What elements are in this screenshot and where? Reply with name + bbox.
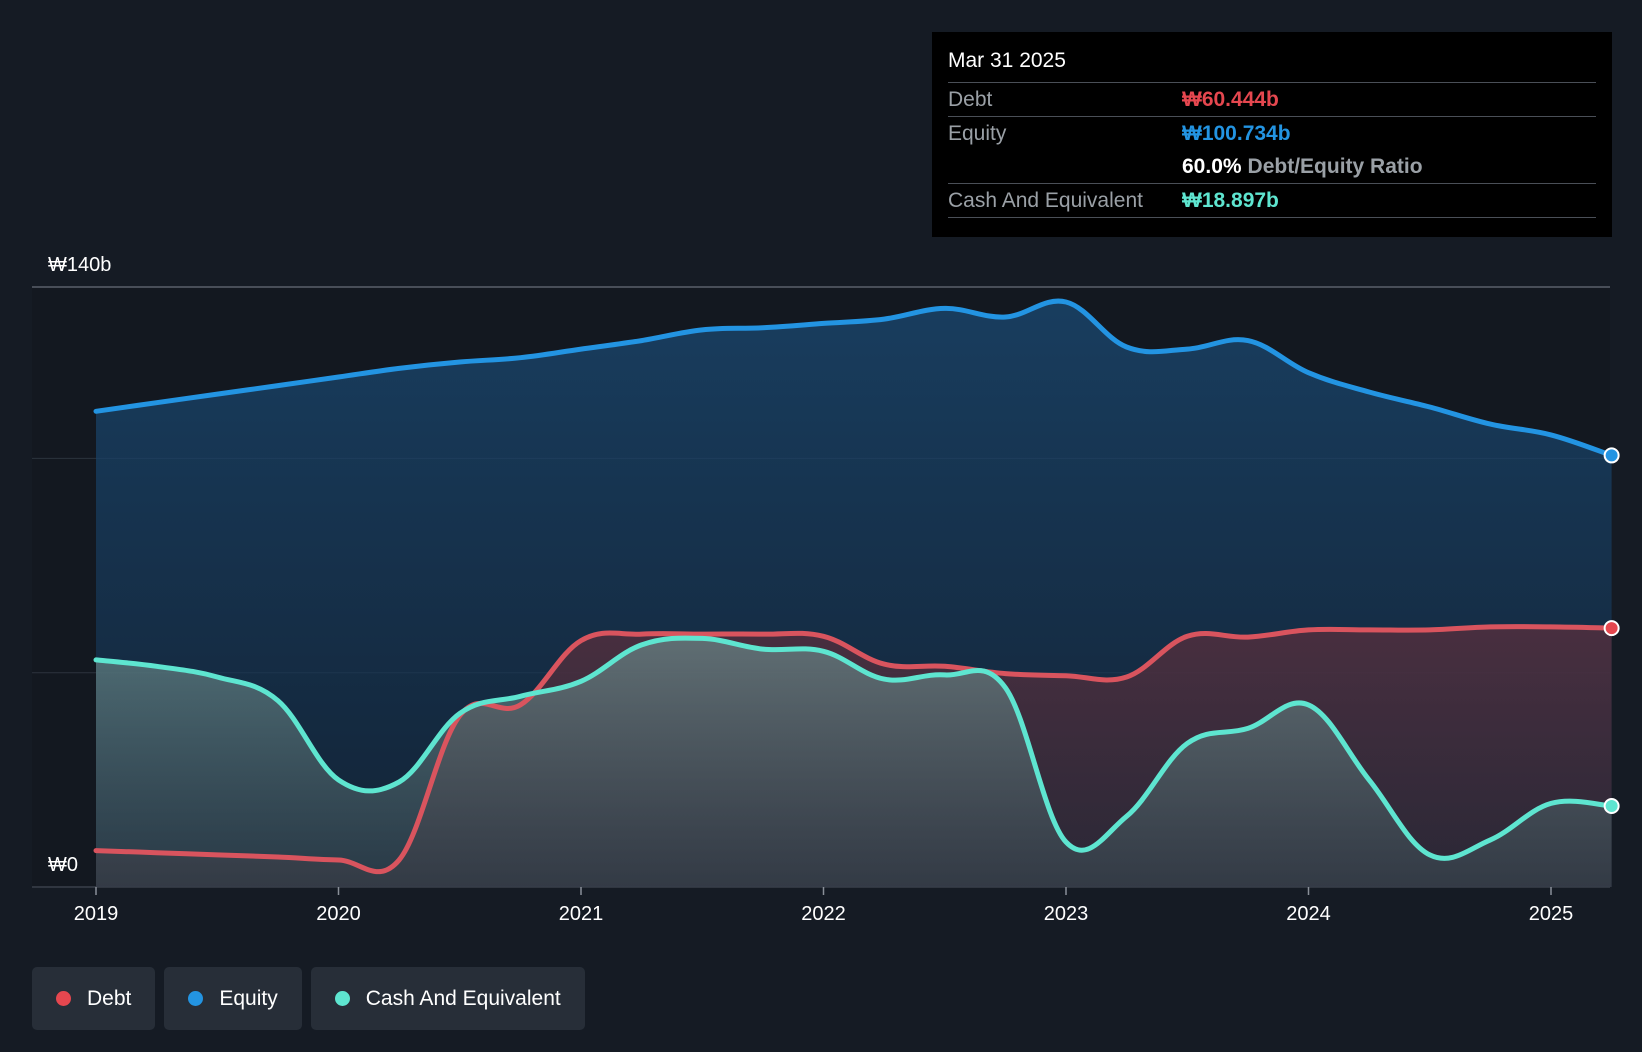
y-tick-label: ₩140b bbox=[48, 254, 111, 276]
dot-icon bbox=[56, 991, 71, 1006]
x-tick-label: 2019 bbox=[74, 903, 119, 925]
dot-icon bbox=[188, 991, 204, 1006]
area-cash bbox=[96, 638, 1612, 887]
tooltip-date: Mar 31 2025 bbox=[948, 49, 1066, 72]
tooltip-equity-value: ₩100.734b bbox=[1182, 121, 1291, 145]
tooltip-ratio-value: 60.0% bbox=[1182, 154, 1242, 178]
tooltip-cash-label: Cash And Equivalent bbox=[948, 188, 1143, 212]
tooltip: Mar 31 2025 Debt ₩60.444b Equity ₩100.73… bbox=[932, 32, 1612, 237]
x-tick-label: 2023 bbox=[1044, 903, 1089, 925]
x-tick-label: 2022 bbox=[801, 903, 846, 925]
legend-label-debt: Debt bbox=[87, 986, 132, 1010]
line-cash bbox=[93, 635, 1615, 861]
tooltip-ratio-text: Debt/Equity Ratio bbox=[1247, 154, 1423, 178]
line-debt bbox=[93, 624, 1615, 875]
tooltip-row-debt: Debt ₩60.444b bbox=[948, 82, 1596, 116]
tooltip-row-ratio: 60.0% Debt/Equity Ratio bbox=[948, 150, 1596, 183]
x-tick-layer: 2019 2020 2021 2022 2023 2024 2025 bbox=[74, 887, 1574, 925]
area-layer bbox=[96, 301, 1612, 887]
x-tick-label: 2021 bbox=[559, 903, 604, 925]
end-marker-cash[interactable] bbox=[1603, 798, 1620, 814]
x-tick-label: 2024 bbox=[1286, 903, 1331, 925]
x-tick-label: 2020 bbox=[316, 903, 361, 925]
tooltip-debt-value: ₩60.444b bbox=[1182, 87, 1279, 111]
y-tick-layer: ₩140b ₩0 bbox=[48, 254, 111, 876]
legend-label-equity: Equity bbox=[219, 986, 278, 1010]
end-marker-debt[interactable] bbox=[1603, 620, 1620, 637]
tooltip-cash-value: ₩18.897b bbox=[1182, 188, 1279, 212]
line-layer bbox=[93, 298, 1615, 875]
tooltip-row-cash: Cash And Equivalent ₩18.897b bbox=[948, 183, 1596, 218]
legend-item-equity[interactable]: Equity bbox=[164, 967, 302, 1030]
legend-label-cash: Cash And Equivalent bbox=[365, 986, 561, 1010]
legend-item-debt[interactable]: Debt bbox=[32, 967, 156, 1030]
end-marker-equity[interactable] bbox=[1603, 447, 1620, 464]
line-equity bbox=[93, 298, 1615, 458]
x-tick-label: 2025 bbox=[1529, 903, 1574, 925]
tooltip-equity-label: Equity bbox=[948, 121, 1007, 145]
tooltip-row-equity: Equity ₩100.734b bbox=[948, 116, 1596, 150]
tooltip-debt-label: Debt bbox=[948, 87, 993, 111]
dot-icon bbox=[334, 991, 350, 1006]
legend: Debt Equity Cash And Equivalent bbox=[32, 967, 585, 1030]
legend-item-cash[interactable]: Cash And Equivalent bbox=[310, 967, 585, 1030]
y-tick-label: ₩0 bbox=[48, 854, 78, 876]
marker-layer bbox=[1603, 447, 1620, 814]
